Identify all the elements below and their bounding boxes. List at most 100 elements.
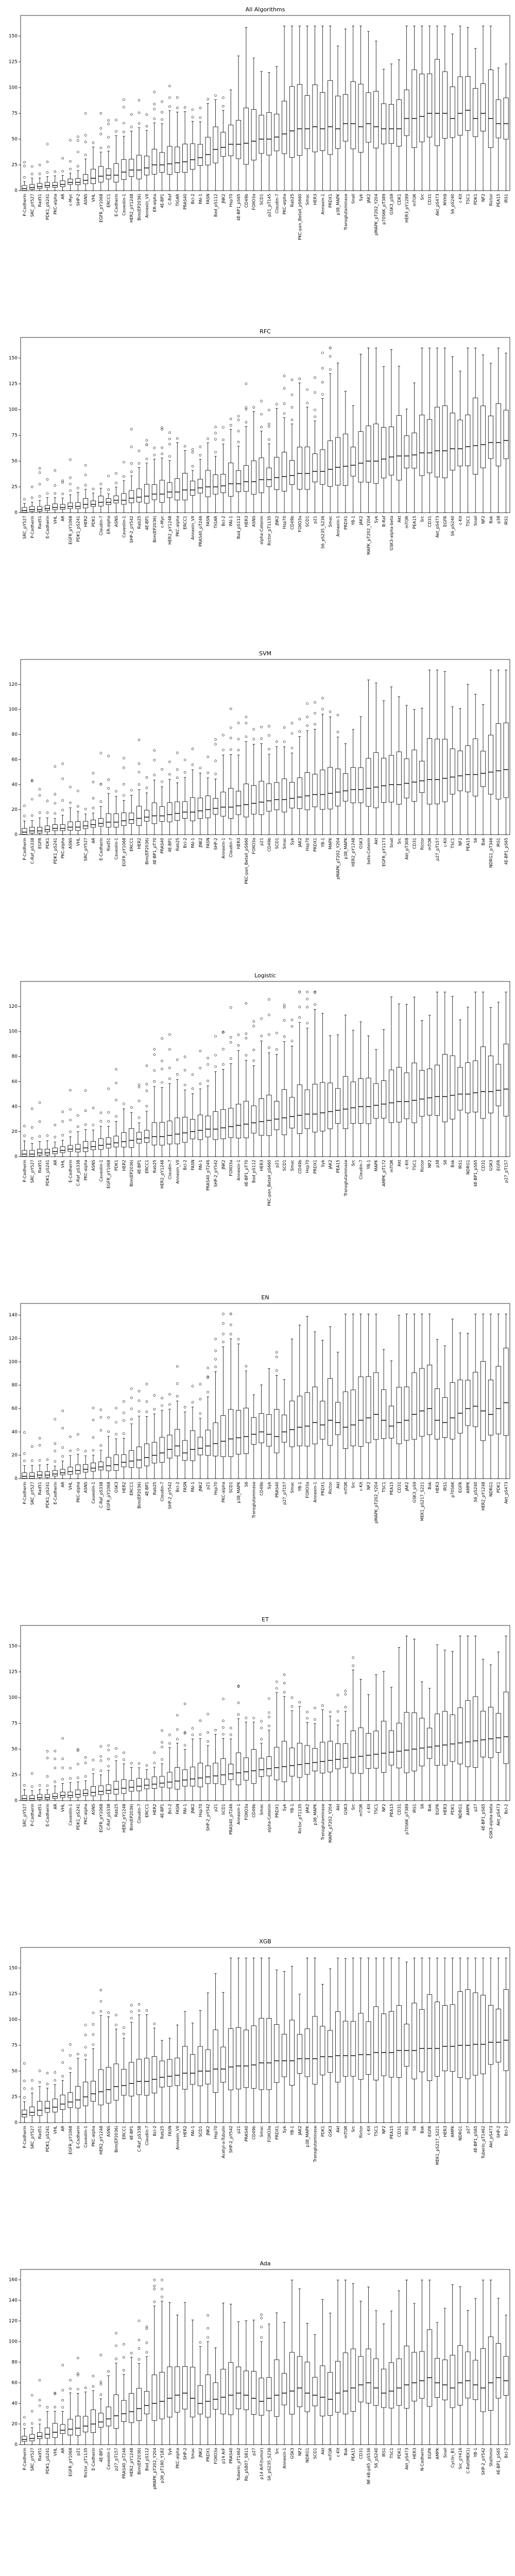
outlier-point bbox=[61, 2061, 64, 2064]
outlier-point bbox=[123, 1412, 125, 1414]
box-58 bbox=[457, 708, 463, 835]
box-19 bbox=[159, 100, 165, 191]
outlier-point bbox=[329, 710, 332, 713]
x-tick-label: p21 bbox=[214, 1804, 218, 1811]
box-46 bbox=[366, 680, 371, 835]
box-30 bbox=[243, 1002, 249, 1157]
x-tick-label: Bim(EP2036) bbox=[114, 2126, 119, 2153]
x-tick-label: Smac bbox=[191, 2448, 195, 2459]
x-tick-label: Akt bbox=[336, 1482, 340, 1488]
y-tick-label: 150 bbox=[9, 1644, 18, 1649]
x-tick-label: SHP-2 bbox=[76, 194, 80, 206]
y-tick-label: 75 bbox=[12, 1721, 18, 1726]
outlier-point bbox=[61, 1767, 64, 1769]
box-46 bbox=[366, 31, 371, 191]
iqr-box bbox=[67, 821, 73, 831]
x-tick-label: PDK1 bbox=[451, 1804, 455, 1815]
outlier-point bbox=[115, 472, 117, 475]
outlier-point bbox=[321, 697, 324, 700]
x-tick-label: EGFR bbox=[435, 1804, 440, 1815]
outlier-point bbox=[23, 815, 26, 817]
outlier-point bbox=[245, 1365, 248, 1368]
box-45 bbox=[358, 2301, 364, 2445]
outlier-point bbox=[207, 2336, 209, 2339]
outlier-point bbox=[153, 117, 156, 120]
outlier-point bbox=[229, 726, 232, 729]
outlier-point bbox=[176, 437, 179, 440]
box-46 bbox=[366, 1957, 371, 2123]
box-40 bbox=[320, 697, 325, 835]
outlier-point bbox=[46, 171, 49, 174]
box-26 bbox=[213, 426, 218, 513]
box-9 bbox=[83, 1756, 89, 1801]
iqr-box bbox=[434, 739, 440, 804]
iqr-box bbox=[106, 168, 111, 179]
outlier-point bbox=[123, 98, 125, 101]
box-38 bbox=[304, 702, 310, 835]
outlier-point bbox=[23, 1460, 26, 1462]
x-tick-label: P-Cadherin bbox=[22, 2448, 27, 2470]
x-tick-label: Caveolin-1 bbox=[114, 838, 119, 860]
outlier-point bbox=[191, 108, 194, 111]
iqr-box bbox=[52, 182, 58, 188]
box-63 bbox=[495, 67, 501, 191]
box-20 bbox=[167, 1033, 173, 1157]
outlier-point bbox=[69, 167, 72, 171]
iqr-box bbox=[44, 825, 50, 833]
outlier-point bbox=[54, 2393, 57, 2395]
iqr-box bbox=[159, 1437, 165, 1463]
box-52 bbox=[411, 1313, 417, 1479]
iqr-box bbox=[328, 440, 333, 487]
outlier-point bbox=[207, 1079, 209, 1082]
box-48 bbox=[381, 69, 387, 191]
y-tick-label: 100 bbox=[9, 86, 18, 91]
outlier-point bbox=[84, 473, 87, 477]
box-43 bbox=[342, 1689, 348, 1801]
outlier-point bbox=[99, 146, 102, 149]
box-55 bbox=[434, 1645, 440, 1801]
x-tick-label: SHP-2 bbox=[214, 838, 218, 850]
outlier-point bbox=[314, 1706, 316, 1709]
iqr-box bbox=[136, 1132, 142, 1144]
iqr-box bbox=[129, 159, 134, 177]
x-tick-label: p70S6K_pT389 bbox=[382, 194, 386, 225]
box-48 bbox=[381, 1029, 387, 1157]
x-tick-label: PEA15 bbox=[336, 1160, 340, 1173]
x-tick-label: MEK1_pS217_S221 bbox=[420, 1482, 424, 1521]
x-tick-label: E-Cadherin bbox=[53, 1482, 58, 1504]
iqr-box bbox=[473, 397, 478, 475]
x-tick-label: PDK1_pS241 bbox=[45, 1482, 50, 1508]
outlier-point bbox=[153, 453, 156, 456]
box-16 bbox=[136, 2319, 142, 2445]
outlier-point bbox=[199, 1719, 202, 1722]
iqr-box bbox=[60, 1469, 65, 1476]
box-26 bbox=[213, 94, 218, 191]
box-51 bbox=[404, 2279, 409, 2445]
iqr-box bbox=[121, 159, 127, 180]
outlier-point bbox=[191, 1727, 194, 1730]
outlier-point bbox=[168, 1077, 171, 1080]
outlier-point bbox=[314, 991, 316, 993]
outlier-point bbox=[336, 1719, 339, 1722]
iqr-box bbox=[342, 773, 348, 802]
outlier-point bbox=[183, 1744, 186, 1747]
outlier-point bbox=[138, 1116, 141, 1119]
x-tick-label: Claudin-7 bbox=[145, 2126, 149, 2145]
box-43 bbox=[342, 391, 348, 513]
x-tick-label: S6 bbox=[412, 2126, 417, 2131]
box-58 bbox=[457, 1635, 463, 1801]
iqr-box bbox=[205, 1430, 211, 1456]
outlier-point bbox=[214, 743, 217, 745]
box-2 bbox=[29, 1772, 35, 1801]
outlier-point bbox=[176, 1365, 179, 1368]
box-3 bbox=[37, 467, 43, 513]
iqr-box bbox=[113, 2063, 119, 2100]
box-7 bbox=[67, 2379, 73, 2445]
outlier-point bbox=[38, 1135, 41, 1138]
outlier-point bbox=[199, 1412, 202, 1415]
box-30 bbox=[243, 1717, 249, 1801]
box-25 bbox=[205, 2314, 211, 2445]
outlier-point bbox=[275, 403, 278, 405]
x-tick-label: p38_MAPK bbox=[305, 2125, 310, 2147]
